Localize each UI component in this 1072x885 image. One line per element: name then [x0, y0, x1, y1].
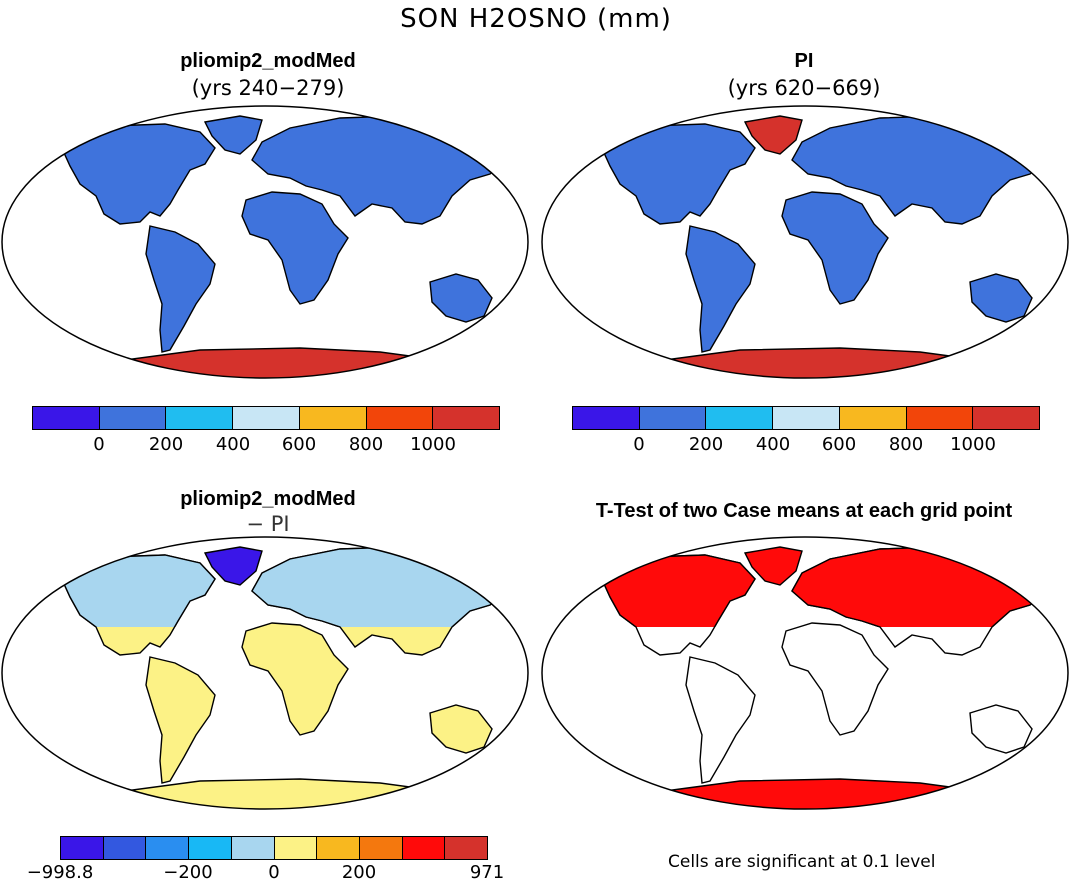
colorbar-swatch-5	[906, 407, 974, 429]
cbar2-tick-3: 600	[821, 434, 857, 455]
continent-antarctica	[98, 778, 454, 809]
continent-greenland	[743, 115, 803, 155]
panel-3-title: pliomip2_modMed	[180, 488, 356, 510]
continent-samerica	[685, 225, 756, 353]
continent-africa	[781, 622, 889, 736]
colorbar-swatch-5	[366, 407, 434, 429]
colorbar-difference	[60, 836, 488, 860]
colorbar-swatch-0	[573, 407, 640, 429]
cbar3-tick-1: −200	[163, 862, 213, 883]
colorbar-swatch-4	[839, 407, 907, 429]
colorbar-swatch-1	[99, 407, 167, 429]
map-ttest	[541, 536, 1069, 810]
cbar1-tick-1: 200	[148, 434, 184, 455]
cbar2-tick-0: 0	[633, 434, 645, 455]
colorbar-swatch-3	[189, 837, 232, 859]
figure-title: SON H2OSNO (mm)	[400, 4, 672, 34]
colorbar-swatch-6	[317, 837, 360, 859]
colorbar-swatch-6	[433, 407, 500, 429]
panel-4-title: T-Test of two Case means at each grid po…	[595, 500, 1013, 522]
colorbar-swatch-3	[233, 407, 300, 429]
colorbar-swatch-7	[359, 837, 403, 859]
colorbar-swatch-5	[274, 837, 318, 859]
colorbar-swatch-2	[146, 837, 190, 859]
colorbar-swatch-0	[61, 837, 104, 859]
cbar2-tick-4: 800	[888, 434, 924, 455]
continent-australia	[429, 273, 493, 323]
colorbar-swatch-2	[166, 407, 234, 429]
continent-namerica	[59, 123, 216, 225]
northern-overlay-namerica	[599, 554, 756, 627]
panel-3-subtitle: − PI	[246, 512, 290, 536]
cbar3-tick-0: −998.8	[26, 862, 94, 883]
colorbar-swatch-4	[231, 837, 275, 859]
cbar1-tick-4: 800	[348, 434, 384, 455]
cbar1-tick-5: 1000	[410, 434, 456, 455]
cbar1-tick-2: 400	[215, 434, 251, 455]
cbar2-tick-2: 400	[755, 434, 791, 455]
continent-greenland	[203, 115, 263, 155]
colorbar-swatch-1	[103, 837, 147, 859]
colorbar-swatch-8	[402, 837, 446, 859]
panel-1-title: pliomip2_modMed	[180, 50, 356, 72]
continent-greenland	[203, 546, 263, 586]
colorbar-swatch-6	[973, 407, 1040, 429]
cbar1-tick-3: 600	[281, 434, 317, 455]
colorbar-swatch-3	[773, 407, 840, 429]
northern-overlay-eurasia	[791, 546, 1046, 627]
continent-australia	[969, 273, 1033, 323]
colorbar-swatch-4	[299, 407, 367, 429]
cbar1-tick-0: 0	[93, 434, 105, 455]
panel-2-title: PI	[794, 50, 814, 72]
continent-africa	[781, 191, 889, 305]
continent-australia	[429, 704, 493, 754]
continent-australia	[969, 704, 1033, 754]
cbar3-tick-2: 0	[268, 862, 280, 883]
panel-1-subtitle: (yrs 240−279)	[191, 76, 345, 100]
continent-antarctica	[638, 347, 994, 378]
continent-antarctica	[98, 347, 454, 378]
significance-footnote: Cells are significant at 0.1 level	[668, 852, 936, 872]
panel-2-subtitle: (yrs 620−669)	[727, 76, 881, 100]
continent-namerica	[599, 123, 756, 225]
continent-africa	[241, 191, 349, 305]
continent-samerica	[685, 656, 756, 784]
colorbar-pi	[572, 406, 1040, 430]
continent-greenland	[743, 546, 803, 586]
cbar3-tick-4: 971	[469, 862, 505, 883]
continent-africa	[241, 622, 349, 736]
continent-samerica	[145, 656, 216, 784]
northern-overlay-namerica	[59, 554, 216, 627]
map-difference	[1, 536, 529, 810]
cbar2-tick-5: 1000	[950, 434, 996, 455]
cbar3-tick-3: 200	[341, 862, 377, 883]
cbar2-tick-1: 200	[688, 434, 724, 455]
continent-antarctica	[638, 778, 994, 809]
colorbar-swatch-1	[639, 407, 707, 429]
colorbar-swatch-9	[445, 837, 488, 859]
colorbar-swatch-0	[33, 407, 100, 429]
map-pi	[541, 105, 1069, 379]
map-pliomip2	[1, 105, 529, 379]
colorbar-pliomip2	[32, 406, 500, 430]
colorbar-swatch-2	[706, 407, 774, 429]
continent-samerica	[145, 225, 216, 353]
